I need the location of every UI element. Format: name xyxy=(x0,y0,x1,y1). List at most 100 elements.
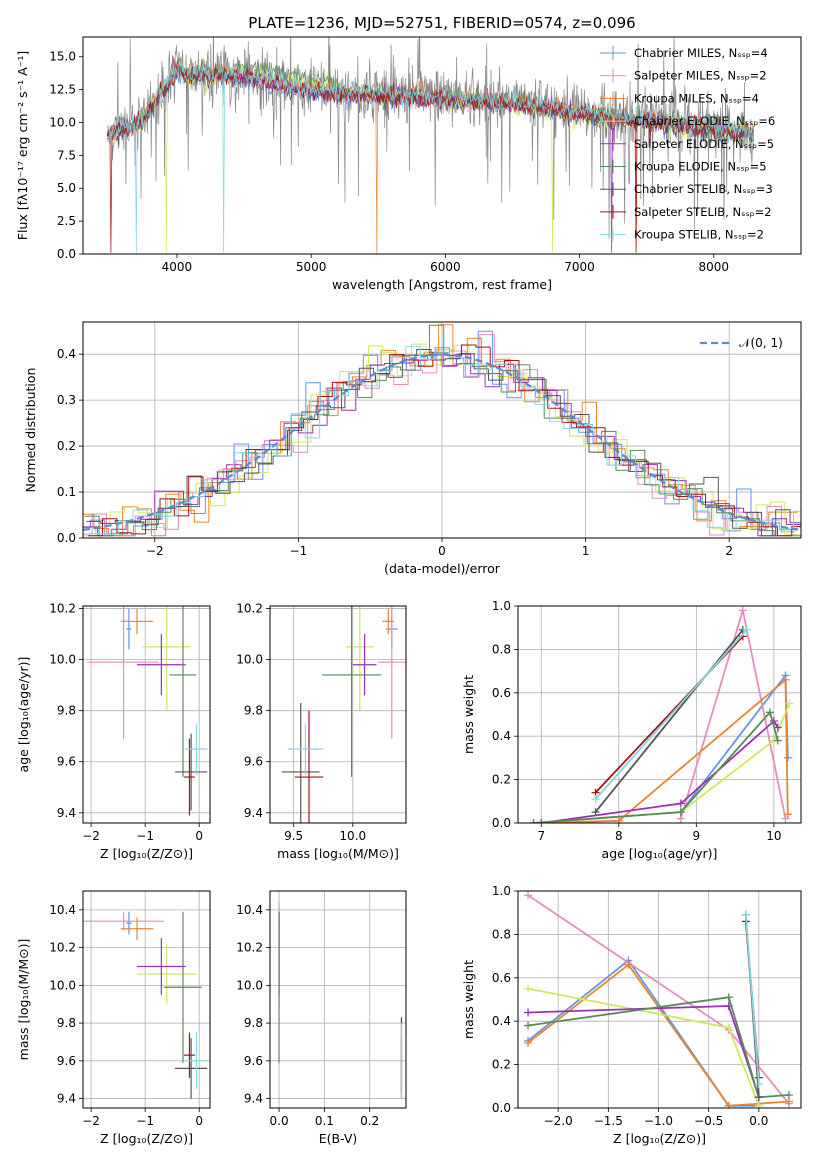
y-tick-label: 0.3 xyxy=(57,393,76,407)
y-axis-label: mass weight xyxy=(461,675,476,754)
marker-chabrier_elodie xyxy=(524,984,533,993)
y-tick-label: 15.0 xyxy=(49,50,76,64)
x-tick-label: −1 xyxy=(136,1114,154,1128)
weight_vs_Z-plot-area xyxy=(524,891,793,1108)
legend-label-kroupa_stelib: Kroupa STELIB, Nₛₛₚ=2 xyxy=(634,228,764,242)
mass_vs_ebv-plot-area xyxy=(278,902,403,1099)
x-tick-label: 0 xyxy=(195,1114,203,1128)
axes-frame xyxy=(82,605,211,824)
marker-kroupa_elodie xyxy=(724,993,733,1002)
x-tick-label: 7 xyxy=(537,829,545,843)
chart-title: PLATE=1236, MJD=52751, FIBERID=0574, z=0… xyxy=(248,14,635,32)
x-tick-label: 1 xyxy=(582,544,590,558)
x-axis-label: mass [log₁₀(M/M⊙)] xyxy=(277,846,399,861)
observed-spectrum xyxy=(109,37,754,240)
x-tick-label: −2 xyxy=(146,544,164,558)
marker-kroupa_miles xyxy=(724,1101,733,1108)
legend-label-chabrier_stelib: Chabrier STELIB, Nₛₛₚ=3 xyxy=(634,182,773,196)
x-axis-label: E(B-V) xyxy=(319,1131,358,1146)
chart-mass_vs_Z: −2 −1 0 9.4 9.6 9.8 10.0 10.2 10.4 Z [log₁₀(Z/Z⊙)… xyxy=(16,890,211,1146)
marker-chabrier_miles xyxy=(783,753,792,762)
marker-kroupa_miles xyxy=(783,810,792,819)
age_vs_mass-plot-area xyxy=(281,606,406,823)
age_vs_Z-plot-area xyxy=(88,606,208,816)
x-tick-label: 9.5 xyxy=(284,829,303,843)
marker-kroupa_stelib xyxy=(742,625,751,634)
y-tick-label: 10.2 xyxy=(236,941,263,955)
y-tick-label: 0.6 xyxy=(492,686,511,700)
marker-kroupa_elodie xyxy=(784,1090,793,1099)
series-salpeter_elodie xyxy=(527,1005,760,1098)
y-tick-label: 0.1 xyxy=(57,485,76,499)
y-tick-label: 0.0 xyxy=(57,531,76,545)
marker-salpeter_miles xyxy=(738,606,747,615)
x-tick-label: 8 xyxy=(615,829,623,843)
chart-weight_vs_age: 7 8 9 10 0.0 0.2 0.4 0.6 0.8 1.0 age [log₁₀(age/yr… xyxy=(461,599,802,861)
series-kroupa_stelib xyxy=(594,629,748,800)
y-tick-label: 1.0 xyxy=(492,884,511,898)
y-tick-label: 10.0 xyxy=(236,653,263,667)
x-tick-label: −1.0 xyxy=(644,1114,673,1128)
axes-frame xyxy=(269,605,407,824)
marker-salpeter_miles xyxy=(524,891,533,900)
y-tick-label: 5.0 xyxy=(57,181,76,195)
chart-spectrum: 4000 5000 6000 7000 8000 0.0 2.5 5.0 7.5 10.0 12.5… xyxy=(15,14,802,292)
marker-kroupa_miles xyxy=(524,1038,533,1047)
legend-label-salpeter_miles: Salpeter MILES, Nₛₛₚ=2 xyxy=(634,69,767,83)
series-salpeter_elodie xyxy=(541,719,779,823)
x-tick-label: 0.0 xyxy=(270,1114,289,1128)
y-tick-label: 9.6 xyxy=(244,1054,263,1068)
x-tick-label: 0 xyxy=(438,544,446,558)
x-tick-label: 4000 xyxy=(162,260,193,274)
x-tick-label: 7000 xyxy=(564,260,595,274)
y-tick-label: 1.0 xyxy=(492,599,511,613)
y-tick-label: 0.0 xyxy=(492,816,511,830)
marker-salpeter_elodie xyxy=(676,799,685,808)
y-tick-label: 10.2 xyxy=(49,941,76,955)
y-tick-label: 10.4 xyxy=(49,903,76,917)
mass_vs_Z-plot-area xyxy=(83,911,208,1099)
y-tick-label: 10.0 xyxy=(49,653,76,667)
marker-kroupa_miles xyxy=(614,816,623,823)
marker-kroupa_stelib xyxy=(754,1080,763,1089)
chart-weight_vs_Z: −2.0 −1.5 −1.0 −0.5 0.0 0.0 0.2 0.4 0.6 0.8 1.0 Z [… xyxy=(461,884,802,1146)
marker-chabrier_stelib xyxy=(754,1093,763,1102)
series-kroupa_stelib xyxy=(744,914,760,1085)
x-tick-label: 9 xyxy=(693,829,701,843)
x-axis-label: Z [log₁₀(Z/Z⊙)] xyxy=(100,846,193,861)
spectrum-legend: Chabrier MILES, Nₛₛₚ=4 Salpeter MILES, Nₛ… xyxy=(600,46,775,242)
legend-label-salpeter_stelib: Salpeter STELIB, Nₛₛₚ=2 xyxy=(634,205,772,219)
axes-frame xyxy=(82,321,802,539)
marker-kroupa_elodie xyxy=(676,808,685,817)
y-tick-label: 0.2 xyxy=(492,1058,511,1072)
normal-curve xyxy=(83,353,799,531)
y-tick-label: 10.4 xyxy=(236,903,263,917)
x-axis-label: (data-model)/error xyxy=(384,561,501,576)
x-tick-label: 8000 xyxy=(698,260,729,274)
x-axis-label: wavelength [Angstrom, rest frame] xyxy=(332,277,552,292)
weight_vs_age-plot-area xyxy=(529,606,794,823)
chart-age_vs_mass: 9.5 10.0 9.4 9.6 9.8 10.0 10.2 mass [log₁₀(M/M⊙… xyxy=(236,602,407,861)
legend-label-kroupa_miles: Kroupa MILES, Nₛₛₚ=4 xyxy=(634,91,759,105)
y-tick-label: 10.0 xyxy=(236,978,263,992)
axes-frame xyxy=(82,36,802,255)
y-tick-label: 9.8 xyxy=(244,1016,263,1030)
y-axis-label: Normed distribution xyxy=(23,368,38,493)
x-tick-label: 0.2 xyxy=(360,1114,379,1128)
y-tick-label: 9.4 xyxy=(244,806,263,820)
y-tick-label: 0.2 xyxy=(492,773,511,787)
legend-label-kroupa_elodie: Kroupa ELODIE, Nₛₛₚ=5 xyxy=(634,160,767,174)
x-tick-label: −2 xyxy=(82,829,100,843)
legend-label-normal: 𝒩(0, 1) xyxy=(739,336,783,350)
y-tick-label: 9.4 xyxy=(57,1092,76,1106)
histogram-kroupa_stelib xyxy=(89,346,801,535)
x-tick-label: 0.0 xyxy=(749,1114,768,1128)
y-tick-label: 0.6 xyxy=(492,971,511,985)
axes-frame xyxy=(517,890,802,1109)
marker-kroupa_stelib xyxy=(591,795,600,804)
x-tick-label: 10 xyxy=(766,829,781,843)
y-tick-label: 10.2 xyxy=(236,602,263,616)
y-tick-label: 9.4 xyxy=(244,1092,263,1106)
marker-kroupa_elodie xyxy=(765,708,774,717)
marker-chabrier_elodie xyxy=(724,1023,733,1032)
